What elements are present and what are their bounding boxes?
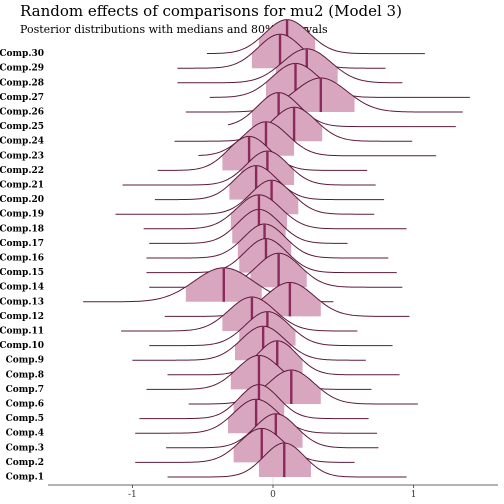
y-tick-label: Comp.25 xyxy=(0,122,44,132)
density-outline xyxy=(115,179,375,215)
density-outline xyxy=(122,150,376,186)
density-outline xyxy=(177,33,386,69)
density-outline xyxy=(149,208,348,244)
y-tick-label: Comp.2 xyxy=(6,458,44,468)
y-tick-label: Comp.24 xyxy=(0,137,44,147)
density-outline xyxy=(177,48,403,84)
y-tick-label: Comp.23 xyxy=(0,151,44,161)
density-outline xyxy=(167,340,400,376)
y-tick-label: Comp.30 xyxy=(0,49,44,59)
y-tick-label: Comp.6 xyxy=(6,400,44,410)
y-tick-label: Comp.21 xyxy=(0,181,44,191)
y-tick-label: Comp.17 xyxy=(0,239,44,249)
y-tick-label: Comp.20 xyxy=(0,195,44,205)
y-tick-label: Comp.1 xyxy=(6,473,44,483)
density-outline xyxy=(146,223,389,259)
y-tick-label: Comp.10 xyxy=(0,341,44,351)
y-tick-label: Comp.11 xyxy=(0,327,44,337)
ridges xyxy=(83,19,470,478)
y-tick-label: Comp.18 xyxy=(0,224,44,234)
y-tick-label: Comp.4 xyxy=(6,429,44,439)
x-tick-label: 1 xyxy=(411,490,417,500)
density-outline xyxy=(164,281,410,317)
y-tick-label: Comp.22 xyxy=(0,166,44,176)
density-outline xyxy=(206,19,425,55)
density-outline xyxy=(139,384,369,420)
density-outline xyxy=(135,427,355,463)
density-outline xyxy=(185,77,463,113)
density-outline xyxy=(167,442,407,478)
y-tick-label: Comp.12 xyxy=(0,312,44,322)
y-tick-label: Comp.8 xyxy=(6,370,44,380)
ridge-comp-26 xyxy=(185,77,463,113)
y-tick-label: Comp.13 xyxy=(0,297,44,307)
density-outline xyxy=(149,311,393,347)
y-tick-label: Comp.7 xyxy=(6,385,44,395)
y-tick-label: Comp.27 xyxy=(0,93,44,103)
density-outline xyxy=(227,92,456,128)
density-outline xyxy=(146,238,397,274)
ridge-comp-12 xyxy=(164,281,410,317)
chart-title: Random effects of comparisons for mu2 (M… xyxy=(20,2,402,20)
ridge-comp-1 xyxy=(167,442,407,478)
y-tick-label: Comp.3 xyxy=(6,443,44,453)
x-axis-ticks: -1 0 1 xyxy=(128,485,417,500)
y-tick-label: Comp.19 xyxy=(0,210,44,220)
chart-subtitle: Posterior distributions with medians and… xyxy=(20,23,328,36)
density-outline xyxy=(132,325,366,361)
y-axis-labels: Comp.30 Comp.29 Comp.28 Comp.27 Comp.26 Comp.… xyxy=(0,49,44,482)
y-tick-label: Comp.14 xyxy=(0,283,44,293)
y-tick-label: Comp.26 xyxy=(0,108,44,118)
y-tick-label: Comp.16 xyxy=(0,254,44,264)
y-tick-label: Comp.29 xyxy=(0,64,44,74)
x-tick-label: -1 xyxy=(128,490,137,500)
y-tick-label: Comp.9 xyxy=(6,356,44,366)
density-outline xyxy=(166,413,379,449)
ridge-comp-13 xyxy=(83,267,334,303)
density-outline xyxy=(188,369,418,405)
y-tick-label: Comp.28 xyxy=(0,78,44,88)
y-tick-label: Comp.5 xyxy=(6,414,44,424)
density-outline xyxy=(143,194,407,230)
density-outline xyxy=(121,296,358,332)
plot-area: Comp.30Comp.29Comp.28Comp.27Comp.26Comp.… xyxy=(0,19,498,500)
y-tick-label: Comp.15 xyxy=(0,268,44,278)
x-tick-label: 0 xyxy=(270,490,276,500)
density-outline xyxy=(157,135,368,171)
density-outline xyxy=(154,165,385,201)
